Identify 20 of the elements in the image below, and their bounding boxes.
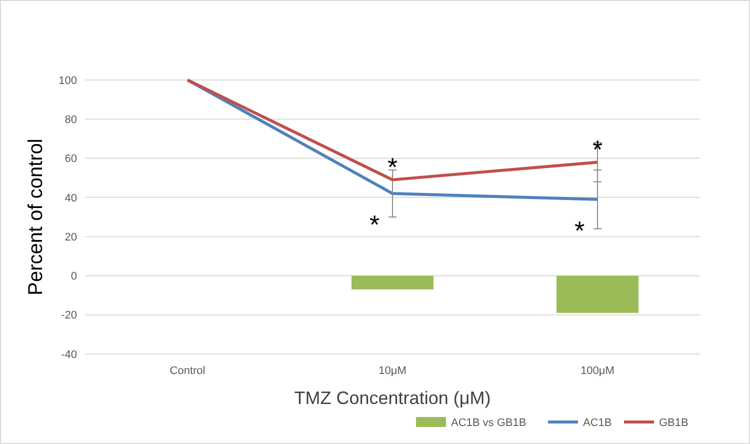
annotation: * bbox=[387, 152, 398, 182]
x-tick-label: 100μM bbox=[580, 365, 614, 377]
y-axis-title: Percent of control bbox=[25, 138, 47, 296]
annotation: * bbox=[574, 216, 585, 246]
legend-label: AC1B bbox=[583, 416, 612, 429]
y-tick-label: 0 bbox=[70, 270, 77, 283]
y-tick-label: 40 bbox=[64, 192, 77, 204]
y-tick-label: 100 bbox=[58, 74, 77, 87]
legend-label: GB1B bbox=[659, 416, 688, 429]
annotation: * bbox=[369, 210, 380, 240]
x-tick-label: 10μM bbox=[378, 365, 406, 377]
x-axis-title: TMZ Concentration (μM) bbox=[294, 388, 491, 408]
y-tick-label: -40 bbox=[61, 348, 77, 361]
x-tick-label: Control bbox=[170, 365, 206, 377]
y-tick-label: -20 bbox=[61, 310, 77, 322]
y-tick-label: 80 bbox=[64, 114, 77, 126]
annotation: * bbox=[592, 134, 603, 164]
y-tick-label: 20 bbox=[64, 231, 77, 244]
legend-label: AC1B vs GB1B bbox=[451, 416, 526, 429]
y-tick-label: 60 bbox=[64, 153, 77, 166]
